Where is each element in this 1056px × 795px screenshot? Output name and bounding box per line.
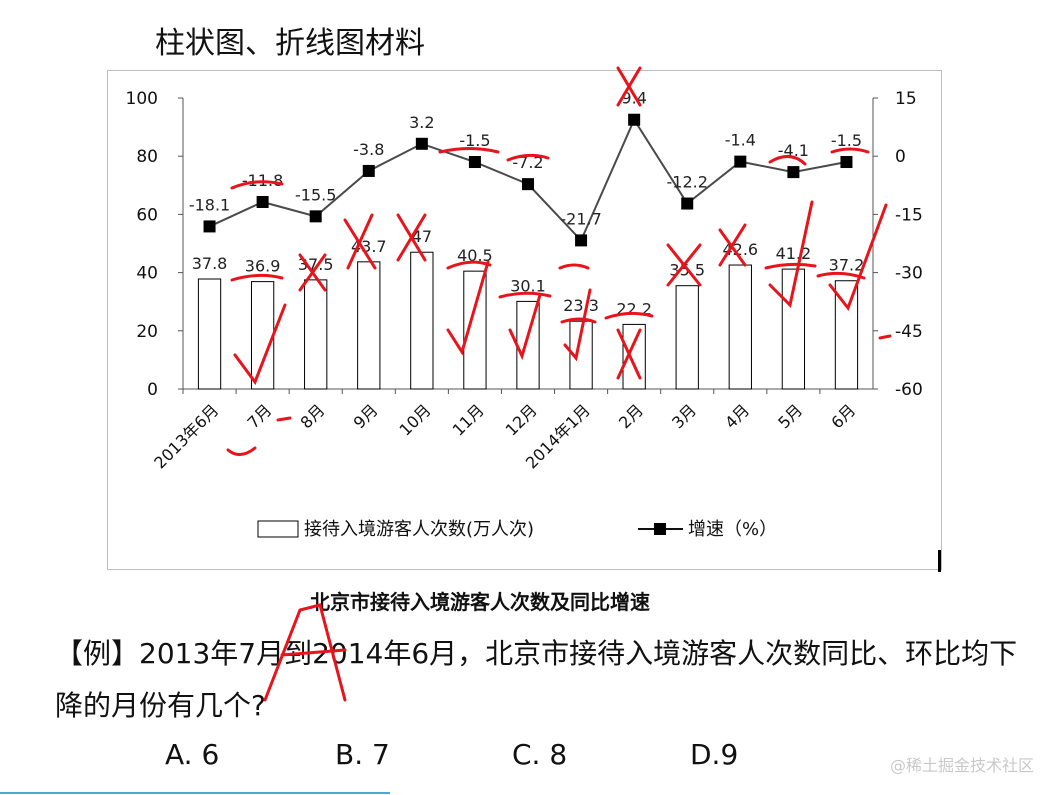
- growth-marker: [628, 113, 641, 126]
- growth-value-label: -15.5: [295, 185, 336, 204]
- y-left-tick-label: 60: [136, 205, 158, 225]
- underline: [604, 311, 654, 320]
- underline: [768, 155, 807, 166]
- growth-marker: [575, 234, 588, 247]
- option-b[interactable]: B. 7: [335, 738, 390, 771]
- option-a[interactable]: A. 6: [165, 738, 220, 771]
- option-c[interactable]: C. 8: [512, 738, 568, 771]
- underline: [230, 273, 284, 282]
- bar: [781, 268, 806, 390]
- underline: [558, 263, 590, 270]
- growth-marker: [522, 178, 534, 191]
- bar-value-label: 37.2: [829, 256, 865, 275]
- bar: [463, 270, 487, 390]
- underline: [764, 262, 817, 270]
- chart-frame: 0 20 40 60 80 100 -60 -45 -30 -15 0 15 37.8 36.9 37.5 4…: [107, 70, 942, 570]
- bar-value-label: 37.5: [298, 255, 334, 274]
- legend-bar-swatch: [257, 520, 299, 538]
- question-text: 【例】2013年7月到2014年6月，北京市接待入境游客人次数同比、环比均下降的…: [55, 637, 1018, 722]
- bar-value-label: 30.1: [510, 276, 546, 295]
- heading: 柱状图、折线图材料: [155, 26, 425, 61]
- bar-value-label: 23.3: [563, 296, 599, 315]
- growth-value-label: -1.4: [725, 131, 756, 150]
- y-right-tick-label: -60: [895, 380, 923, 400]
- handwritten-letter: [263, 603, 347, 702]
- growth-marker: [415, 137, 428, 150]
- y-left-tick-label: 0: [147, 380, 158, 400]
- growth-marker: [787, 166, 800, 179]
- growth-value-label: -12.2: [667, 173, 708, 192]
- underline: [560, 317, 597, 324]
- bar-value-label: 40.5: [457, 246, 493, 265]
- y-left-tick-label: 80: [136, 147, 158, 167]
- growth-value-label: -21.7: [560, 209, 601, 228]
- bar-value-label: 37.8: [192, 254, 228, 273]
- cross-mark: [396, 213, 427, 262]
- option-d[interactable]: D.9: [690, 738, 739, 771]
- cross-mark: [718, 223, 747, 267]
- growth-value-label: -18.1: [189, 195, 230, 214]
- check-mark: [233, 303, 287, 386]
- bar-value-label: 47: [412, 227, 432, 246]
- check-mark: [828, 203, 888, 312]
- check-mark: [563, 288, 592, 362]
- bar: [622, 323, 646, 390]
- underline: [816, 271, 866, 280]
- axis-tick-mark: [276, 416, 292, 422]
- y-left-tick-label: 20: [136, 322, 158, 342]
- legend-line-marker: [654, 523, 666, 535]
- cross-mark: [616, 328, 642, 380]
- check-mark: [508, 293, 542, 361]
- legend-line-label: 增速（%）: [688, 519, 777, 540]
- bottom-rule: [0, 792, 390, 794]
- bar: [569, 320, 593, 390]
- growth-marker: [309, 210, 322, 223]
- underline: [498, 291, 552, 299]
- growth-marker: [734, 155, 747, 168]
- growth-value-label: -1.5: [831, 131, 862, 150]
- growth-value-label: -1.5: [459, 131, 490, 150]
- growth-marker: [468, 156, 481, 169]
- bar: [304, 279, 328, 390]
- check-mark: [768, 200, 814, 309]
- underline: [438, 147, 500, 154]
- growth-marker: [256, 195, 269, 208]
- axis-tick-mark: [226, 446, 257, 456]
- axis-tick-mark: [878, 334, 892, 340]
- y-right-tick-label: -15: [895, 205, 923, 225]
- y-left-tick-label: 40: [136, 264, 158, 284]
- growth-marker: [362, 164, 375, 177]
- bar: [357, 261, 381, 390]
- bar: [834, 280, 859, 390]
- growth-value-label: 3.2: [409, 113, 434, 132]
- growth-value-label: -3.8: [353, 140, 384, 159]
- legend-bar-label: 接待入境游客人次数(万人次): [304, 519, 534, 540]
- side-bar-mark: [938, 550, 941, 572]
- y-right-tick-label: 0: [895, 147, 906, 167]
- underline: [506, 153, 550, 162]
- underline: [446, 260, 492, 270]
- check-mark: [446, 260, 490, 356]
- y-right-tick-label: -30: [895, 264, 923, 284]
- cross-mark: [666, 243, 702, 287]
- bar: [675, 285, 699, 390]
- y-left-tick-label: 100: [126, 89, 158, 109]
- watermark: @稀土掘金技术社区: [889, 756, 1034, 775]
- y-right-tick-label: 15: [895, 89, 917, 109]
- cross-mark: [616, 66, 642, 107]
- chart-svg: 0 20 40 60 80 100 -60 -45 -30 -15 0 15 37.8 36.9 37.5 4…: [126, 89, 923, 540]
- cross-mark: [298, 253, 327, 292]
- underline: [230, 180, 284, 190]
- bar: [197, 278, 222, 390]
- growth-marker: [681, 197, 694, 210]
- bar: [728, 264, 752, 390]
- chart-caption: 北京市接待入境游客人次数及同比增速: [310, 590, 650, 614]
- growth-marker: [203, 220, 216, 233]
- underline: [830, 147, 870, 154]
- y-right-tick-label: -45: [895, 322, 923, 342]
- cross-mark: [343, 213, 377, 270]
- bar-value-label: 36.9: [245, 257, 281, 276]
- growth-marker: [840, 156, 853, 169]
